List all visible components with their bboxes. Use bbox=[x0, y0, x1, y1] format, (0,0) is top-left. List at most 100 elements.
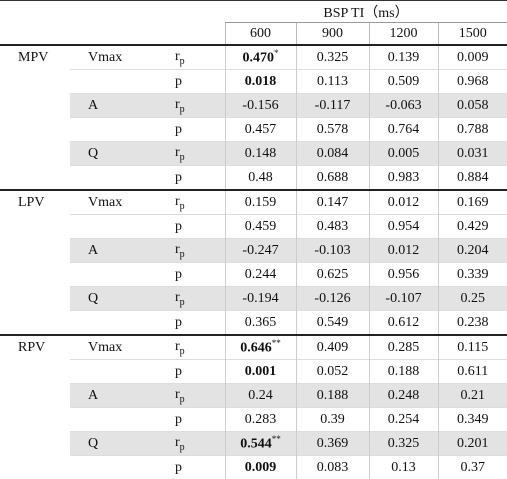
value-cell: 0.339 bbox=[438, 263, 507, 287]
value: 0.248 bbox=[388, 388, 420, 403]
param-cell bbox=[70, 311, 145, 336]
param-label: A bbox=[88, 98, 98, 113]
param-cell: Vmax bbox=[70, 190, 145, 215]
stat-cell: p bbox=[145, 118, 225, 142]
stat-cell: p bbox=[145, 311, 225, 336]
value: -0.194 bbox=[242, 291, 278, 306]
value: 0.009 bbox=[457, 50, 489, 65]
stat-cell: rp bbox=[145, 335, 225, 360]
param-cell: A bbox=[70, 239, 145, 263]
value-cell: 0.018 bbox=[225, 70, 296, 94]
value: 0.204 bbox=[457, 243, 489, 258]
value: -0.117 bbox=[315, 98, 351, 113]
stat-label: p bbox=[175, 74, 182, 89]
stat-cell: rp bbox=[145, 45, 225, 70]
value-cell: 0.084 bbox=[296, 142, 369, 166]
value: 0.429 bbox=[457, 219, 489, 234]
value: 0.012 bbox=[388, 243, 420, 258]
value: 0.764 bbox=[388, 122, 420, 137]
param-label: Q bbox=[88, 146, 98, 161]
value: 0.148 bbox=[245, 146, 277, 161]
value-cell: 0.369 bbox=[296, 432, 369, 456]
stat-subscript: p bbox=[180, 55, 185, 66]
value-cell: 0.646** bbox=[225, 335, 296, 360]
value: 0.349 bbox=[457, 412, 489, 427]
group-cell bbox=[0, 142, 70, 166]
stat-subscript: p bbox=[180, 296, 185, 307]
group-cell: RPV bbox=[0, 335, 70, 360]
value: 0.625 bbox=[317, 267, 349, 282]
stat-label: p bbox=[175, 315, 182, 330]
column-header: 1500 bbox=[438, 23, 507, 46]
group-cell bbox=[0, 408, 70, 432]
value: 0.459 bbox=[245, 219, 277, 234]
significance-mark: ** bbox=[272, 338, 281, 348]
value-cell: 0.24 bbox=[225, 384, 296, 408]
value-cell: 0.349 bbox=[438, 408, 507, 432]
value-cell: 0.254 bbox=[369, 408, 438, 432]
value: 0.25 bbox=[461, 291, 486, 306]
stat-cell: p bbox=[145, 408, 225, 432]
value: 0.031 bbox=[457, 146, 489, 161]
value-cell: 0.058 bbox=[438, 94, 507, 118]
significance-mark: ** bbox=[272, 434, 281, 444]
group-cell bbox=[0, 263, 70, 287]
value: 0.39 bbox=[320, 412, 345, 427]
param-cell: Vmax bbox=[70, 45, 145, 70]
value-cell: 0.688 bbox=[296, 166, 369, 191]
value-cell: -0.156 bbox=[225, 94, 296, 118]
group-cell bbox=[0, 432, 70, 456]
value: 0.544 bbox=[240, 437, 272, 452]
group-cell bbox=[0, 360, 70, 384]
value: 0.956 bbox=[388, 267, 420, 282]
value-cell: 0.459 bbox=[225, 215, 296, 239]
value-cell: 0.13 bbox=[369, 456, 438, 479]
blank-cell bbox=[0, 1, 225, 23]
significance-mark: * bbox=[274, 48, 279, 58]
value-cell: 0.009 bbox=[225, 456, 296, 479]
value: 0.646 bbox=[240, 341, 272, 356]
value: 0.001 bbox=[245, 364, 277, 379]
group-cell bbox=[0, 311, 70, 336]
value: 0.005 bbox=[388, 146, 420, 161]
value: 0.238 bbox=[457, 315, 489, 330]
value-cell: 0.238 bbox=[438, 311, 507, 336]
stat-subscript: p bbox=[180, 441, 185, 452]
param-cell bbox=[70, 166, 145, 191]
value-cell: 0.578 bbox=[296, 118, 369, 142]
value-cell: -0.107 bbox=[369, 287, 438, 311]
stat-cell: rp bbox=[145, 239, 225, 263]
group-cell bbox=[0, 239, 70, 263]
value: 0.254 bbox=[388, 412, 420, 427]
header-title: BSP TI（ms） bbox=[225, 1, 507, 23]
value: 0.788 bbox=[457, 122, 489, 137]
value: 0.052 bbox=[317, 364, 349, 379]
stat-cell: rp bbox=[145, 287, 225, 311]
param-cell bbox=[70, 456, 145, 479]
stat-label: p bbox=[175, 122, 182, 137]
stat-label: p bbox=[175, 412, 182, 427]
value: 0.365 bbox=[245, 315, 277, 330]
value: 0.21 bbox=[461, 388, 486, 403]
param-label: Vmax bbox=[88, 195, 122, 210]
value: 0.139 bbox=[388, 50, 420, 65]
stat-cell: p bbox=[145, 263, 225, 287]
value-cell: 0.365 bbox=[225, 311, 296, 336]
stat-cell: p bbox=[145, 70, 225, 94]
value: -0.126 bbox=[314, 291, 350, 306]
stat-label: p bbox=[175, 267, 182, 282]
group-cell bbox=[0, 94, 70, 118]
blank-cell bbox=[0, 23, 225, 46]
param-cell: A bbox=[70, 384, 145, 408]
value-cell: 0.188 bbox=[369, 360, 438, 384]
value: 0.009 bbox=[245, 460, 277, 475]
stat-cell: p bbox=[145, 166, 225, 191]
